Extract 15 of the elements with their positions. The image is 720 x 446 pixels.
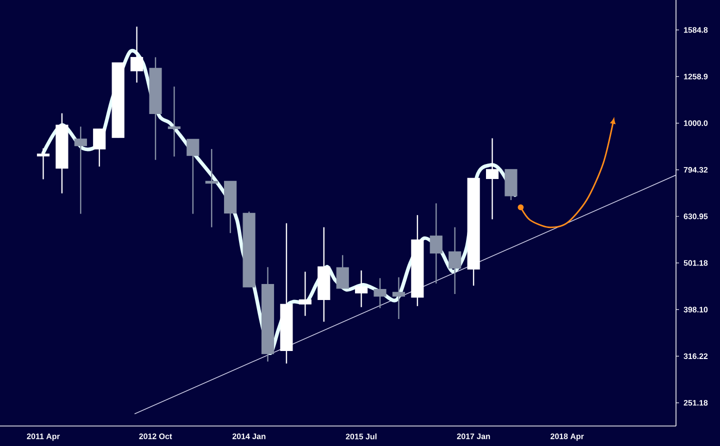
candlestick [430, 202, 442, 284]
candlestick [93, 128, 106, 168]
candlestick [205, 148, 218, 228]
candlestick [186, 138, 200, 214]
candlestick [36, 148, 50, 180]
candlestick [298, 271, 312, 316]
candlestick [336, 254, 349, 290]
candlestick [130, 26, 144, 84]
candlestick [74, 126, 87, 214]
candlestick [168, 86, 181, 158]
candlestick [374, 278, 386, 309]
candlestick [486, 138, 499, 220]
candlestick [392, 276, 406, 320]
candlestick [355, 270, 368, 308]
candlestick [448, 226, 462, 295]
